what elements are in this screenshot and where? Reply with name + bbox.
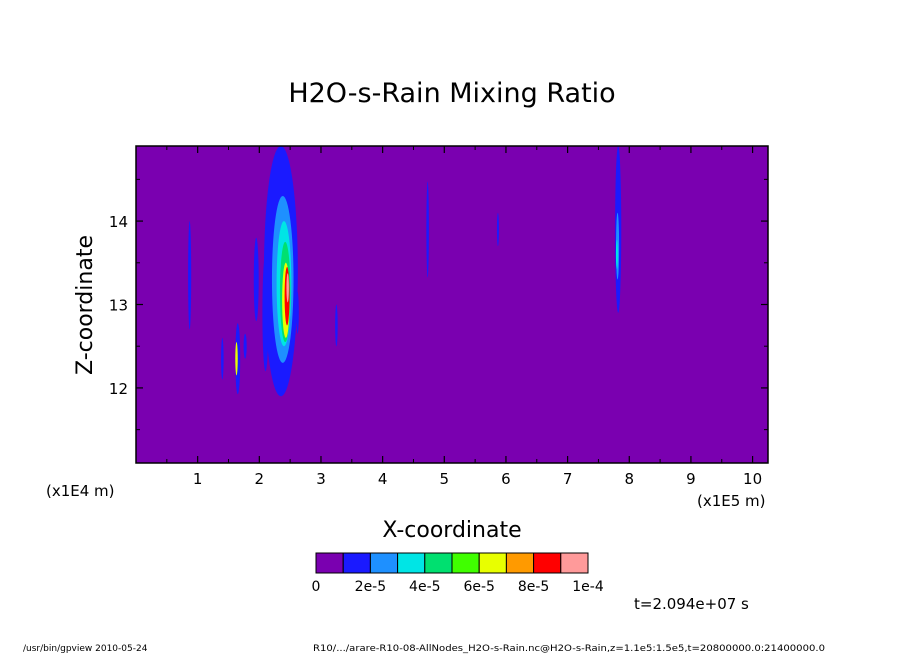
colorbar-label: 4e-5 [409,579,440,595]
y-axis-ticks: 12 13 14 [109,178,768,431]
colorbar-swatch [342,552,371,574]
colorbar-swatch [397,552,426,574]
x-scale-note: (x1E5 m) [697,492,766,510]
colorbar-swatch [478,552,507,574]
x-tick-label: 4 [378,470,388,488]
colorbar [315,552,589,574]
colorbar-label: 8e-5 [518,579,549,595]
colorbar-label: 0 [312,579,321,595]
time-label: t=2.094e+07 s [634,595,749,613]
colorbar-label: 2e-5 [355,579,386,595]
contour-feature [243,333,247,359]
contour-feature [615,239,618,270]
contour-feature [296,291,299,334]
y-tick-label: 14 [109,213,128,231]
footer-left: /usr/bin/gpview 2010-05-24 [23,644,148,654]
colorbar-label: 1e-4 [572,579,604,595]
x-axis-ticks: 1 2 3 4 5 6 7 8 9 10 [166,146,762,488]
contour-feature [496,212,499,247]
x-tick-label: 9 [686,470,696,488]
x-tick-label: 7 [563,470,573,488]
x-tick-label: 6 [501,470,511,488]
x-axis-label: X-coordinate [382,518,521,543]
plot-background [136,146,768,463]
y-scale-note: (x1E4 m) [46,482,115,500]
x-tick-label: 3 [316,470,326,488]
colorbar-labels: 0 2e-5 4e-5 6e-5 8e-5 1e-4 [312,579,604,595]
contour-feature [426,181,429,278]
x-tick-label: 10 [743,470,762,488]
y-axis-label: Z-coordinate [73,235,98,375]
x-tick-label: 5 [440,470,450,488]
contour-feature [221,337,224,380]
x-tick-label: 2 [255,470,265,488]
contour-features [188,146,622,397]
contour-feature [335,304,338,347]
y-tick-label: 13 [109,297,128,315]
colorbar-swatch [560,552,589,574]
y-tick-label: 12 [109,380,128,398]
colorbar-label: 6e-5 [463,579,494,595]
x-tick-label: 1 [193,470,203,488]
contour-feature [286,273,289,303]
footer-right: R10/.../arare-R10-08-AllNodes_H2O-s-Rain… [313,644,825,654]
colorbar-swatch [533,552,562,574]
x-tick-label: 8 [624,470,634,488]
colorbar-swatch [451,552,480,574]
contour-feature [253,237,259,322]
contour-feature [188,221,192,330]
colorbar-swatch [505,552,535,574]
contour-feature [235,342,238,376]
colorbar-swatch [424,552,453,574]
colorbar-swatch [315,552,344,574]
chart-title: H2O-s-Rain Mixing Ratio [288,78,615,109]
colorbar-swatch [369,552,399,574]
